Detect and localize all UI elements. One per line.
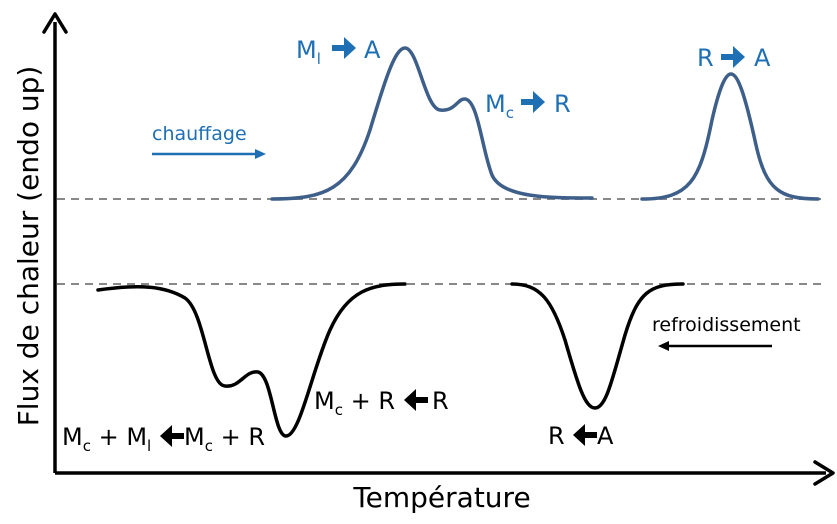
cooling-curve-martensite bbox=[96, 282, 407, 438]
svg-text:A: A bbox=[754, 44, 771, 72]
svg-text:Mc + R: Mc + R bbox=[184, 423, 265, 455]
heating-curve-r-phase bbox=[640, 72, 820, 201]
svg-text:R: R bbox=[432, 387, 449, 415]
left-arrow-icon bbox=[160, 425, 184, 447]
x-axis-label: Température bbox=[352, 481, 530, 514]
cooling-transition-mcml-from-mcr: Mc + Ml Mc + R bbox=[62, 423, 265, 455]
svg-text:A: A bbox=[364, 36, 381, 64]
svg-text:R: R bbox=[548, 422, 565, 450]
svg-text:R: R bbox=[554, 90, 571, 118]
svg-text:R: R bbox=[697, 44, 714, 72]
x-axis-arrowhead bbox=[813, 460, 835, 486]
heating-arrowhead-icon bbox=[255, 149, 266, 159]
heating-transition-mc-to-r: Mc R bbox=[485, 90, 571, 122]
svg-text:Ml: Ml bbox=[296, 36, 321, 68]
heating-label: chauffage bbox=[152, 123, 247, 145]
heating-curve-martensite bbox=[270, 46, 594, 201]
cooling-arrowhead-icon bbox=[658, 341, 669, 351]
right-arrow-icon bbox=[521, 91, 545, 113]
cooling-curve-r-phase bbox=[510, 282, 685, 410]
right-arrow-icon bbox=[721, 46, 745, 68]
heating-transition-r-to-a: R A bbox=[697, 44, 771, 72]
right-arrow-icon bbox=[332, 37, 356, 59]
cooling-label: refroidissement bbox=[652, 314, 801, 336]
cooling-transition-mcr-from-r: Mc + R R bbox=[314, 387, 449, 419]
svg-text:Mc + Ml: Mc + Ml bbox=[62, 423, 151, 455]
svg-text:Mc: Mc bbox=[485, 90, 514, 122]
svg-text:A: A bbox=[597, 422, 614, 450]
svg-text:Mc + R: Mc + R bbox=[314, 387, 395, 419]
cooling-transition-r-from-a: R A bbox=[548, 422, 614, 450]
left-arrow-icon bbox=[404, 389, 428, 411]
heating-transition-ml-to-a: Ml A bbox=[296, 36, 381, 68]
y-axis-arrowhead bbox=[42, 12, 68, 34]
left-arrow-icon bbox=[573, 424, 597, 446]
y-axis-label: Flux de chaleur (endo up) bbox=[12, 66, 45, 427]
